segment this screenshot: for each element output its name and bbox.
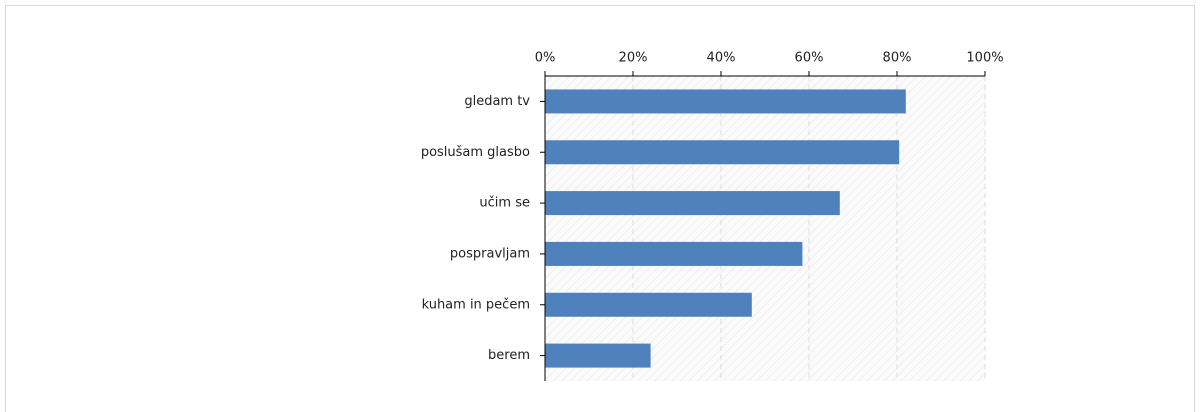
x-tick-label: 100% [966, 51, 1003, 66]
x-tick-label: 0% [535, 51, 556, 66]
bar [545, 241, 803, 266]
x-tick-label: 80% [883, 51, 912, 66]
x-tick-label: 60% [795, 51, 824, 66]
bar [545, 191, 840, 216]
y-tick-label: pospravljam [450, 246, 530, 261]
bar [545, 140, 900, 165]
y-tick-label: berem [488, 348, 530, 363]
y-tick-label: gledam tv [464, 94, 530, 109]
plot-area [545, 76, 985, 381]
frame [5, 5, 1195, 412]
bar [545, 292, 752, 317]
y-tick-label: poslušam glasbo [421, 145, 530, 160]
y-tick-label: učim se [479, 196, 530, 211]
y-tick-label: kuham in pečem [422, 297, 530, 312]
bar [545, 343, 651, 368]
bar [545, 89, 906, 114]
x-tick-label: 40% [707, 51, 736, 66]
x-tick-label: 20% [619, 51, 648, 66]
